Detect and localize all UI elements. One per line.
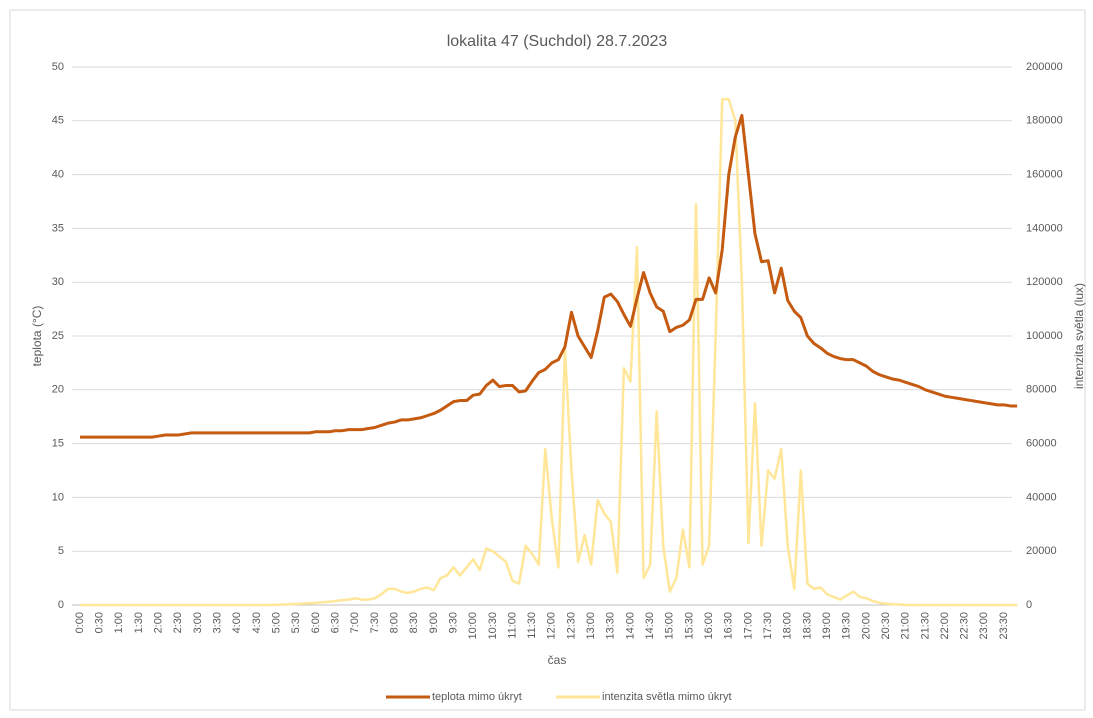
y-tick-label: 50 [52, 61, 64, 73]
y-tick-label: 45 [52, 115, 64, 127]
legend-label: intenzita světla mimo úkryt [602, 691, 732, 703]
x-tick-label: 14:00 [624, 612, 636, 640]
y2-axis-title: intenzita světla (lux) [1072, 283, 1086, 389]
x-tick-label: 23:30 [998, 612, 1010, 640]
y2-tick-label: 20000 [1026, 545, 1057, 557]
x-tick-label: 0:00 [74, 612, 86, 633]
x-axis-title: čas [548, 653, 567, 667]
x-tick-label: 5:00 [271, 612, 283, 633]
x-tick-label: 22:30 [959, 612, 971, 640]
y-axis-title: teplota (°C) [30, 306, 44, 367]
y-tick-label: 40 [52, 169, 64, 181]
x-tick-label: 18:30 [801, 612, 813, 640]
x-tick-label: 18:00 [782, 612, 794, 640]
x-tick-label: 23:00 [978, 612, 990, 640]
x-tick-label: 22:00 [939, 612, 951, 640]
x-tick-label: 7:00 [349, 612, 361, 633]
x-tick-label: 19:00 [821, 612, 833, 640]
x-tick-label: 3:30 [212, 612, 224, 633]
y-tick-label: 0 [58, 599, 64, 611]
x-tick-label: 10:30 [487, 612, 499, 640]
y2-tick-label: 160000 [1026, 169, 1063, 181]
x-tick-label: 5:30 [290, 612, 302, 633]
y-tick-label: 30 [52, 276, 64, 288]
x-tick-label: 9:00 [428, 612, 440, 633]
x-tick-label: 7:30 [369, 612, 381, 633]
x-tick-label: 12:30 [565, 612, 577, 640]
x-tick-label: 4:00 [231, 612, 243, 633]
x-tick-label: 12:00 [546, 612, 558, 640]
x-tick-label: 13:00 [585, 612, 597, 640]
y2-tick-label: 180000 [1026, 115, 1063, 127]
x-tick-label: 17:00 [742, 612, 754, 640]
y2-tick-label: 0 [1026, 599, 1032, 611]
x-tick-label: 15:30 [683, 612, 695, 640]
x-tick-label: 1:30 [133, 612, 145, 633]
x-tick-label: 11:00 [506, 612, 518, 639]
x-tick-label: 0:30 [94, 612, 106, 633]
y-tick-label: 35 [52, 222, 64, 234]
chart-frame [9, 9, 1086, 711]
x-tick-label: 11:30 [526, 612, 538, 639]
x-tick-label: 15:00 [664, 612, 676, 640]
x-tick-label: 20:00 [860, 612, 872, 640]
x-tick-label: 8:00 [388, 612, 400, 633]
x-tick-label: 6:00 [310, 612, 322, 633]
y-tick-label: 15 [52, 438, 64, 450]
x-tick-label: 16:30 [723, 612, 735, 640]
x-tick-label: 20:30 [880, 612, 892, 640]
y2-tick-label: 200000 [1026, 61, 1063, 73]
y-tick-label: 10 [52, 491, 64, 503]
y2-tick-label: 120000 [1026, 276, 1063, 288]
x-tick-label: 14:30 [644, 612, 656, 640]
x-tick-label: 1:00 [113, 612, 125, 633]
y-tick-label: 5 [58, 545, 64, 557]
x-tick-label: 21:00 [900, 612, 912, 640]
x-tick-label: 3:00 [192, 612, 204, 633]
x-tick-label: 4:30 [251, 612, 263, 633]
x-tick-label: 9:30 [447, 612, 459, 633]
data-line [80, 98, 1018, 607]
x-tick-label: 21:30 [919, 612, 931, 640]
x-tick-label: 8:30 [408, 612, 420, 633]
y2-tick-label: 80000 [1026, 384, 1057, 396]
x-tick-label: 10:00 [467, 612, 479, 640]
y2-tick-label: 140000 [1026, 222, 1063, 234]
legend-label: teplota mimo úkryt [432, 691, 522, 703]
y2-tick-label: 40000 [1026, 491, 1057, 503]
chart-title: lokalita 47 (Suchdol) 28.7.2023 [447, 33, 668, 50]
y2-tick-label: 60000 [1026, 438, 1057, 450]
y2-tick-label: 100000 [1026, 330, 1063, 342]
x-tick-label: 2:00 [153, 612, 165, 633]
y-tick-label: 25 [52, 330, 64, 342]
x-tick-label: 2:30 [172, 612, 184, 633]
y-tick-label: 20 [52, 384, 64, 396]
data-line [80, 113, 1018, 439]
x-tick-label: 16:00 [703, 612, 715, 640]
x-tick-label: 6:30 [329, 612, 341, 633]
x-tick-label: 13:30 [605, 612, 617, 640]
x-tick-label: 17:30 [762, 612, 774, 640]
x-tick-label: 19:30 [841, 612, 853, 640]
